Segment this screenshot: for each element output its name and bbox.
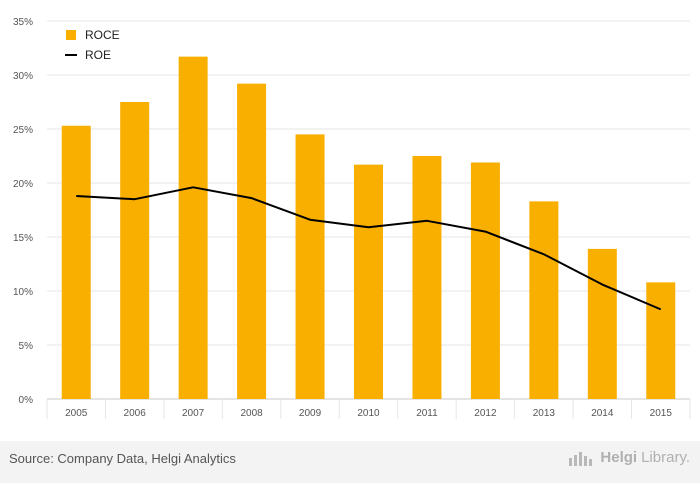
roce-bars	[61, 56, 676, 399]
x-tick-label: 2011	[416, 408, 438, 419]
roce-bar	[178, 56, 208, 399]
x-axis-tick-labels: 2005 2006 2007 2008 2009 2010 2011 2012 2013 2014…	[65, 408, 672, 419]
y-tick-label: 25%	[13, 125, 33, 136]
x-tick-label: 2014	[591, 408, 614, 419]
brand-name-light: Library.	[641, 449, 690, 466]
x-tick-label: 2006	[124, 408, 147, 419]
roce-bar	[470, 162, 500, 399]
x-tick-label: 2010	[357, 408, 380, 419]
roe-line	[76, 186, 662, 311]
legend-swatch-roce	[66, 30, 76, 40]
legend-label-roce: ROCE	[85, 28, 120, 42]
roce-bar	[120, 102, 150, 399]
source-note: Source: Company Data, Helgi Analytics	[9, 451, 236, 466]
y-axis-tick-labels: 0% 5% 10% 15% 20% 25% 30% 35%	[13, 17, 33, 406]
y-tick-label: 30%	[13, 71, 33, 82]
footer-band	[0, 441, 700, 483]
roce-bar	[646, 282, 676, 399]
x-tick-label: 2009	[299, 408, 322, 419]
y-tick-label: 15%	[13, 233, 33, 244]
roce-bar	[354, 164, 383, 399]
y-tick-label: 20%	[13, 179, 33, 190]
roce-bar	[61, 125, 91, 399]
roce-bar	[237, 83, 267, 399]
x-tick-label: 2013	[533, 408, 556, 419]
chart-svg: 0%5%10%15%20%25%30%35% 2005 2006 2007 2008 2…	[13, 17, 691, 419]
y-tick-label: 10%	[13, 287, 33, 298]
brand-logo: Helgi Library.	[568, 449, 690, 466]
legend-label-roe: ROE	[85, 48, 111, 62]
y-tick-label: 35%	[13, 17, 33, 28]
brand-name-bold: Helgi	[600, 449, 638, 466]
roce-bar	[529, 201, 559, 399]
x-tick-label: 2007	[182, 408, 205, 419]
y-tick-label: 5%	[19, 341, 34, 352]
roe-line-group	[76, 186, 662, 311]
legend: ROCE ROE	[65, 28, 120, 62]
x-tick-label: 2012	[474, 408, 497, 419]
roce-bar	[295, 134, 325, 399]
y-tick-label: 0%	[19, 395, 34, 406]
roce-bar	[587, 248, 617, 399]
roce-bar	[412, 156, 442, 399]
x-tick-label: 2005	[65, 408, 88, 419]
x-tick-label: 2015	[650, 408, 673, 419]
helgi-library-logo-icon	[569, 451, 593, 466]
x-tick-label: 2008	[240, 408, 263, 419]
